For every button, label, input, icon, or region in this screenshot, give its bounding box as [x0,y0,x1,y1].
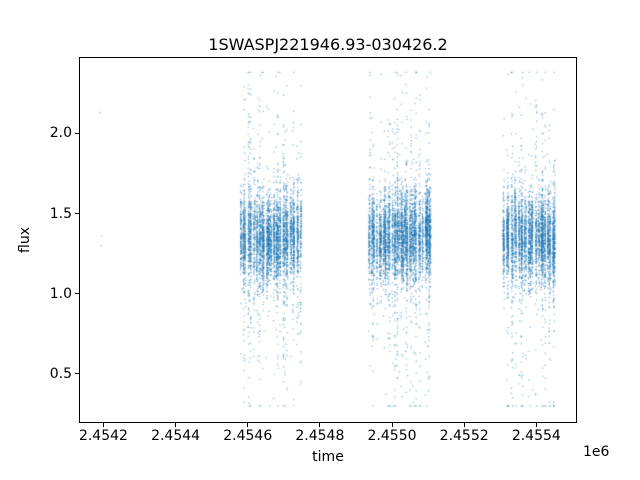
x-tick-label: 2.4554 [511,428,561,444]
x-tick-label: 2.4550 [367,428,417,444]
y-tick-label: 0.5 [49,365,72,382]
x-axis-label: time [312,449,344,465]
x-tick-label: 2.4546 [223,428,273,444]
y-tick-label: 2.0 [49,125,72,142]
chart-title: 1SWASPJ221946.93-030426.2 [208,35,448,54]
y-tick-mark [75,213,79,215]
x-tick-mark [102,423,104,427]
x-tick-label: 2.4552 [439,428,489,444]
x-tick-mark [535,423,537,427]
x-tick-mark [247,423,249,427]
y-tick-mark [75,132,79,134]
x-tick-label: 2.4548 [295,428,345,444]
plot-canvas [79,57,577,423]
x-axis-offset-label: 1e6 [583,444,610,460]
x-tick-mark [391,423,393,427]
y-tick-label: 1.0 [49,285,72,302]
y-tick-mark [75,373,79,375]
x-tick-label: 2.4542 [78,428,128,444]
x-tick-mark [319,423,321,427]
x-tick-mark [463,423,465,427]
x-tick-mark [175,423,177,427]
y-tick-mark [75,293,79,295]
y-tick-label: 1.5 [49,205,72,222]
y-axis-label: flux [17,227,33,253]
x-tick-label: 2.4544 [151,428,201,444]
